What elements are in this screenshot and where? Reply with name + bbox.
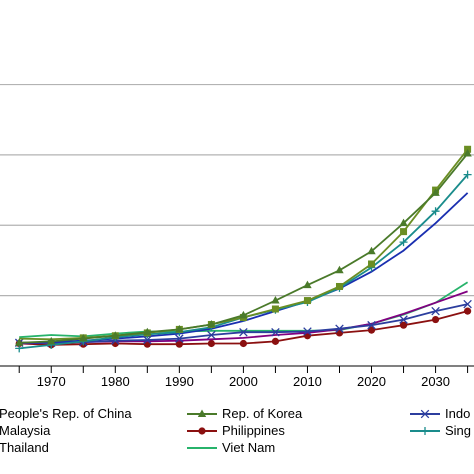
data-point-plus <box>463 170 472 179</box>
legend-label: Thailand <box>0 440 49 455</box>
x-tick-label: 1980 <box>101 374 130 389</box>
legend-label: Malaysia <box>0 423 51 438</box>
grid-lines <box>0 83 474 297</box>
legend-item: Rep. of Korea <box>187 406 303 421</box>
legend-label: Rep. of Korea <box>222 406 303 421</box>
legend-item: Viet Nam <box>187 440 275 455</box>
legend-item: People's Rep. of China <box>0 406 132 421</box>
legend-item: Thailand <box>0 440 49 455</box>
data-point-triangle <box>47 336 56 345</box>
legend-label: Philippines <box>222 423 285 438</box>
data-point-triangle <box>79 334 88 342</box>
data-point-triangle <box>303 280 312 289</box>
data-point-x <box>399 315 408 324</box>
data-point-square <box>368 260 376 268</box>
series-lines <box>14 145 472 353</box>
legend-label: Sing <box>445 423 471 438</box>
legend: People's Rep. of China Rep. of Korea Indo M… <box>0 406 471 455</box>
x-tick-label: 2000 <box>229 374 258 389</box>
data-point-circle <box>239 339 248 348</box>
legend-item: Sing <box>410 423 471 438</box>
legend-item: Philippines <box>187 423 285 438</box>
series-rep-of-korea <box>15 149 472 346</box>
x-tick-label: 2030 <box>421 374 450 389</box>
data-point-x <box>420 409 430 419</box>
data-point-triangle <box>197 409 207 417</box>
x-tick-label: 2020 <box>357 374 386 389</box>
data-point-circle <box>399 321 408 329</box>
data-point-x <box>207 330 216 340</box>
legend-label: Indo <box>445 406 470 421</box>
data-point-circle <box>207 339 215 348</box>
data-point-triangle <box>15 338 24 346</box>
x-tick-label: 1990 <box>165 374 194 389</box>
data-point-square <box>303 297 311 305</box>
data-point-square <box>271 305 279 313</box>
data-point-circle <box>198 427 206 435</box>
x-axis: 1970 1980 1990 2000 2010 2020 2030 <box>0 365 474 389</box>
data-point-x <box>367 320 376 330</box>
legend-label: People's Rep. of China <box>0 406 132 421</box>
data-point-triangle <box>463 149 472 157</box>
data-point-circle <box>175 340 183 348</box>
data-point-circle <box>271 337 280 345</box>
series-viet-nam <box>19 281 469 339</box>
data-point-square <box>335 282 343 290</box>
data-point-triangle <box>431 188 440 196</box>
data-point-plus <box>421 427 429 435</box>
legend-item: Indo <box>410 406 470 421</box>
data-point-plus <box>431 207 440 216</box>
data-point-triangle <box>271 296 280 304</box>
data-point-circle <box>367 326 376 334</box>
data-point-plus <box>399 238 408 247</box>
data-point-x <box>239 327 248 337</box>
data-point-triangle <box>367 246 376 255</box>
data-point-triangle <box>207 319 216 328</box>
data-point-triangle <box>175 324 184 333</box>
data-point-triangle <box>111 331 120 339</box>
data-point-triangle <box>143 327 152 336</box>
data-point-square <box>400 228 408 236</box>
data-point-triangle <box>399 218 408 227</box>
data-point-triangle <box>335 265 344 274</box>
legend-item: Malaysia <box>0 423 51 438</box>
data-point-x <box>271 327 280 337</box>
data-point-circle <box>431 315 440 324</box>
data-point-triangle <box>239 310 248 319</box>
series-line <box>19 281 469 339</box>
data-point-x <box>463 299 472 309</box>
data-point-x <box>335 324 344 333</box>
data-point-x <box>431 306 440 316</box>
x-tick-label: 2010 <box>293 374 322 389</box>
legend-label: Viet Nam <box>222 440 275 455</box>
data-point-circle <box>463 307 472 315</box>
x-tick-label: 1970 <box>37 374 66 389</box>
data-point-x <box>175 334 184 343</box>
data-point-x <box>303 327 312 336</box>
